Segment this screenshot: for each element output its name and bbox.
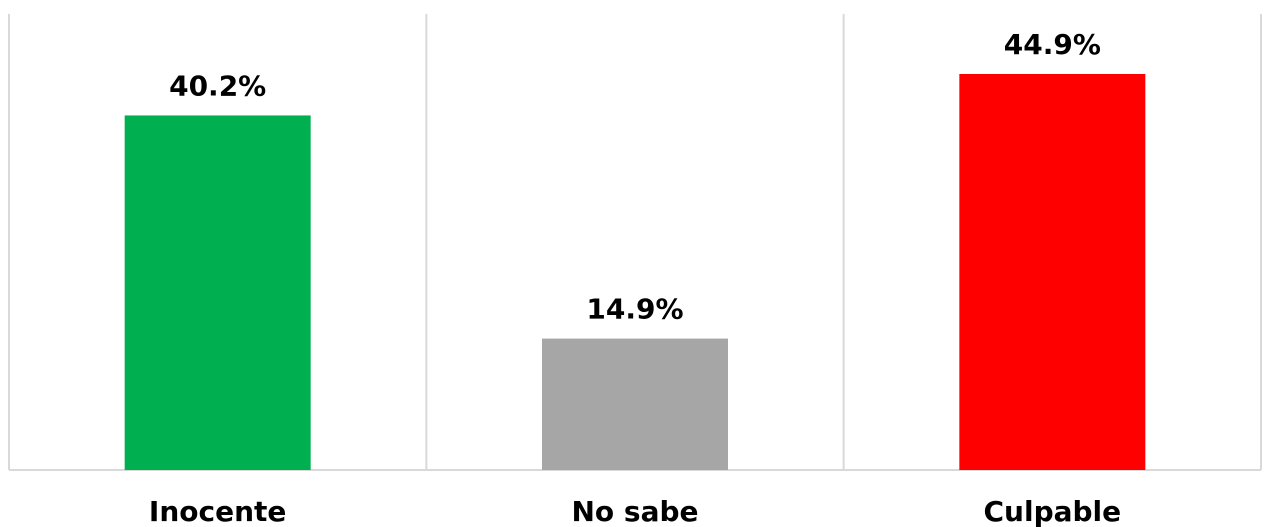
bar-no-sabe [542,338,728,470]
category-label: Inocente [149,495,286,527]
chart-bars [124,73,1146,471]
data-label: 40.2% [169,69,266,102]
chart-category-labels: Inocente No sabe Culpable [149,495,1121,527]
chart-value-labels: 40.2% 14.9% 44.9% [169,28,1101,326]
category-label: No sabe [571,495,698,527]
bar-inocente [124,115,311,470]
data-label: 44.9% [1004,28,1101,61]
bar-culpable [959,73,1146,471]
data-label: 14.9% [586,293,683,326]
category-label: Culpable [984,495,1122,527]
